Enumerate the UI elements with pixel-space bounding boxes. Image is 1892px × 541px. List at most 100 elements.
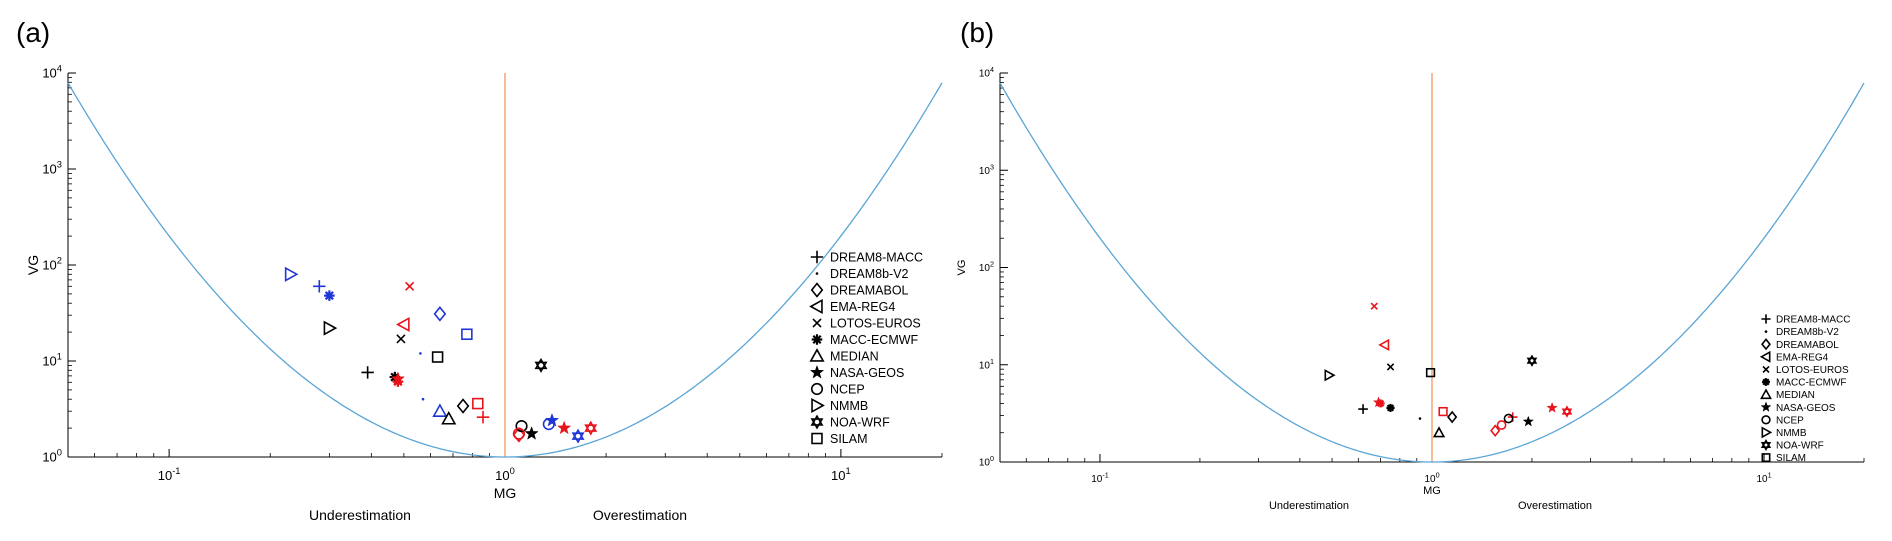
legend-marker-nmmb bbox=[1761, 426, 1773, 439]
data-point-nasa-geos-black bbox=[1522, 415, 1535, 427]
region-label: Overestimation bbox=[1518, 500, 1592, 512]
x-tick-label: 101 bbox=[1756, 471, 1771, 486]
legend-marker-nasa-geos bbox=[809, 364, 825, 379]
data-point-nmmb-black bbox=[323, 320, 338, 336]
data-point-nmmb-black bbox=[1324, 369, 1336, 382]
y-tick-label: 100 bbox=[42, 448, 62, 465]
legend-label: MEDIAN bbox=[1776, 390, 1815, 401]
data-point-dream8-macc-red bbox=[476, 410, 490, 424]
legend-marker-ema-reg4 bbox=[1759, 350, 1771, 363]
x-tick-label: 100 bbox=[1424, 471, 1439, 486]
legend-label: MACC-ECMWF bbox=[830, 333, 919, 347]
data-point-dream8b-v2-black bbox=[1418, 417, 1422, 420]
region-label: Underestimation bbox=[309, 507, 411, 523]
legend: DREAM8-MACCDREAM8b-V2DREAMABOLEMA-REG4LO… bbox=[1759, 314, 1850, 464]
y-tick-label: 101 bbox=[42, 352, 62, 369]
x-tick-label: 101 bbox=[831, 466, 851, 483]
legend-label: SILAM bbox=[830, 432, 868, 446]
x-tick-label: 100 bbox=[495, 466, 515, 483]
data-point-nmmb-blue bbox=[284, 266, 299, 282]
data-point-ncep-blue bbox=[542, 418, 555, 431]
legend-label: LOTOS-EUROS bbox=[1776, 365, 1849, 376]
legend-marker-dreamabol bbox=[1761, 338, 1771, 351]
y-tick-label: 104 bbox=[979, 65, 994, 80]
data-point-lotos-euros-black bbox=[1386, 363, 1395, 371]
legend-marker-ema-reg4 bbox=[809, 298, 823, 315]
legend-marker-dreamabol bbox=[810, 282, 824, 298]
data-point-dream8-macc-blue bbox=[313, 280, 326, 293]
data-point-silam-black bbox=[431, 351, 444, 363]
y-tick-label: 102 bbox=[979, 260, 994, 275]
y-tick-label: 103 bbox=[42, 160, 62, 177]
legend-label: SILAM bbox=[1776, 453, 1806, 464]
data-point-dream8b-v2-blue bbox=[419, 352, 422, 355]
legend-marker-ncep bbox=[1761, 415, 1771, 425]
data-point-ema-reg4-red bbox=[396, 316, 410, 333]
data-point-ncep-black bbox=[1503, 413, 1514, 424]
data-point-noa-wrf-blue bbox=[571, 428, 585, 444]
legend-label: MACC-ECMWF bbox=[1776, 378, 1847, 389]
legend: DREAM8-MACCDREAM8b-V2DREAMABOLEMA-REG4LO… bbox=[809, 250, 923, 446]
legend-marker-dream8b-v2 bbox=[1764, 330, 1768, 333]
data-point-silam-blue bbox=[461, 328, 473, 340]
chart-panel-a: (a) 100 101 102 103 104 10-1 100 101 MG VG Underest… bbox=[16, 17, 943, 523]
legend-marker-macc-ecmwf bbox=[811, 334, 823, 345]
legend-marker-macc-ecmwf bbox=[1762, 378, 1770, 386]
x-tick-label: 10-1 bbox=[1091, 471, 1109, 486]
legend-label: NCEP bbox=[830, 383, 865, 397]
y-tick-label: 102 bbox=[42, 256, 62, 273]
legend-marker-nasa-geos bbox=[1760, 401, 1772, 412]
legend-marker-median bbox=[809, 348, 825, 362]
data-point-dream8-macc-black bbox=[1358, 404, 1368, 414]
data-point-dreamabol-black bbox=[456, 398, 470, 414]
legend-marker-median bbox=[1760, 388, 1772, 400]
data-point-nasa-geos-black bbox=[524, 426, 539, 440]
legend-label: DREAM8b-V2 bbox=[830, 267, 909, 281]
data-point-ncep-red bbox=[512, 427, 525, 440]
legend-label: DREAM8-MACC bbox=[830, 251, 923, 265]
legend-label: NMMB bbox=[830, 399, 868, 413]
legend-label: MEDIAN bbox=[830, 350, 879, 364]
legend-marker-dream8b-v2 bbox=[815, 272, 819, 275]
x-axis-title: MG bbox=[1423, 485, 1441, 497]
data-point-dreamabol-red bbox=[1490, 424, 1501, 437]
data-point-ncep-black bbox=[515, 419, 528, 433]
reference-curve bbox=[67, 82, 943, 458]
data-point-silam-red bbox=[472, 397, 484, 410]
region-label: Underestimation bbox=[1269, 500, 1349, 512]
data-point-lotos-euros-black bbox=[396, 334, 406, 344]
data-point-dream8-macc-black bbox=[361, 366, 374, 379]
region-label: Overestimation bbox=[593, 507, 687, 523]
data-point-dreamabol-blue bbox=[433, 306, 447, 322]
legend-marker-noa-wrf bbox=[810, 414, 824, 430]
x-tick-label: 10-1 bbox=[158, 466, 181, 483]
y-tick-label: 101 bbox=[979, 357, 994, 372]
legend-marker-nmmb bbox=[811, 397, 825, 414]
legend-marker-dream8-macc bbox=[1761, 314, 1771, 324]
data-point-noa-wrf-black bbox=[1526, 354, 1538, 367]
data-point-dreamabol-red bbox=[512, 427, 526, 443]
legend-label: NCEP bbox=[1776, 415, 1804, 426]
legend-label: NASA-GEOS bbox=[1776, 403, 1836, 414]
y-axis-title: VG bbox=[956, 260, 968, 276]
legend-marker-silam bbox=[1761, 453, 1771, 463]
legend-label: DREAMABOL bbox=[1776, 340, 1839, 351]
legend-label: LOTOS-EUROS bbox=[830, 317, 921, 331]
data-point-noa-wrf-red bbox=[1561, 405, 1573, 418]
data-point-ncep-red bbox=[1496, 420, 1507, 430]
legend-marker-dream8-macc bbox=[810, 250, 824, 264]
data-point-median-blue bbox=[432, 403, 448, 417]
data-point-macc-ecmwf-black bbox=[1386, 403, 1395, 412]
legend-marker-noa-wrf bbox=[1760, 439, 1772, 451]
y-axis-title: VG bbox=[25, 255, 41, 275]
legend-marker-lotos-euros bbox=[1762, 365, 1770, 373]
chart-panel-b: (b) 100 101 102 103 104 10-1 100 101 MG VG Underest… bbox=[956, 17, 1865, 512]
panel-label: (a) bbox=[16, 17, 50, 48]
legend-label: DREAMABOL bbox=[830, 284, 909, 298]
legend-label: NOA-WRF bbox=[1776, 441, 1824, 452]
legend-label: NOA-WRF bbox=[830, 416, 890, 430]
y-tick-label: 103 bbox=[979, 162, 994, 177]
legend-label: DREAM8b-V2 bbox=[1776, 327, 1839, 338]
data-point-ema-reg4-red bbox=[1378, 338, 1390, 352]
data-point-nasa-geos-red bbox=[1372, 396, 1385, 408]
